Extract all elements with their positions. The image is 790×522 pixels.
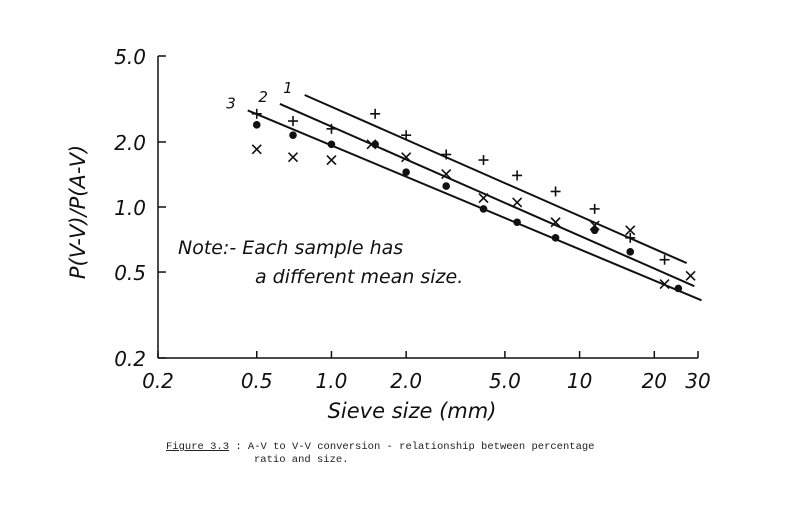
fit-line-label-3: 3 — [226, 94, 236, 112]
dot-marker — [590, 226, 599, 235]
plus-marker — [550, 186, 561, 197]
plus-marker — [251, 108, 262, 119]
cross-marker — [326, 154, 337, 166]
y-tick-label: 5.0 — [114, 45, 146, 69]
dot-marker — [442, 182, 450, 190]
x-tick-label: 0.2 — [142, 369, 174, 393]
x-tick-label: 10 — [567, 369, 592, 393]
x-tick-labels: 0.2 0.5 1.0 2.0 5.0 10 20 30 — [142, 369, 711, 393]
cross-marker — [685, 270, 696, 281]
plus-marker — [625, 232, 636, 243]
plus-marker — [512, 170, 523, 181]
x-axis-label: Sieve size (mm) — [328, 399, 497, 423]
y-tick-labels: 0.2 0.5 1.0 2.0 5.0 — [114, 45, 146, 371]
cross-marker — [441, 169, 452, 180]
x-tick-label: 1.0 — [316, 369, 348, 393]
cross-marker — [659, 278, 670, 290]
cross-marker-b — [287, 152, 299, 163]
chart: 0.2 0.5 1.0 2.0 5.0 0.2 0.5 1.0 2.0 5.0 10 20 30 12… — [66, 45, 711, 423]
cross-marker — [401, 152, 412, 163]
fit-line-label-2: 2 — [258, 88, 268, 106]
cross-marker-b — [401, 152, 412, 163]
note-annotation-line-1: Note:- Each sample has — [178, 237, 403, 259]
plus-marker — [370, 108, 381, 119]
fit-line-label-1: 1 — [283, 79, 293, 97]
dot-marker — [513, 218, 521, 227]
cross-marker-b — [478, 192, 489, 204]
plus-marker — [478, 155, 489, 166]
cross-marker-b — [625, 225, 636, 236]
plus-marker — [659, 254, 670, 265]
plus-marker — [326, 123, 337, 134]
cross-marker — [251, 144, 262, 155]
x-tick-label: 30 — [685, 369, 710, 393]
dot-marker — [327, 140, 336, 149]
dot-marker — [402, 168, 410, 176]
x-tick-label: 5.0 — [489, 369, 521, 393]
dot-marker — [289, 131, 297, 139]
y-axis-label: P(V-V)/P(A-V) — [66, 145, 90, 279]
dot-marker — [551, 234, 560, 242]
y-tick-label: 0.2 — [114, 347, 146, 371]
fit-line-1 — [304, 94, 688, 265]
cross-marker-b — [326, 154, 337, 166]
cross-marker-b — [550, 217, 561, 228]
cross-marker-b — [441, 169, 452, 180]
figure-caption: Figure 3.3 : A-V to V-V conversion - rel… — [166, 441, 686, 467]
cross-marker-b — [251, 144, 262, 155]
cross-marker — [478, 192, 489, 204]
dot-marker — [674, 284, 683, 293]
x-tick-label: 0.5 — [241, 369, 273, 393]
caption-text: : A-V to V-V conversion - relationship b… — [229, 441, 595, 453]
dot-marker — [252, 121, 261, 129]
y-tick-label: 1.0 — [114, 196, 146, 220]
plus-marker — [288, 116, 299, 127]
plus-marker — [589, 203, 600, 214]
note-annotation-line-2: a different mean size. — [255, 266, 463, 288]
cross-marker — [625, 225, 636, 236]
dot-marker — [371, 140, 379, 149]
data-points — [251, 108, 696, 293]
plot-axes — [157, 55, 699, 359]
fit-line-3 — [247, 109, 702, 302]
x-tick-label: 2.0 — [390, 369, 422, 393]
y-tick-label: 0.5 — [114, 261, 146, 285]
caption-continuation: ratio and size. — [254, 454, 349, 466]
cross-marker — [287, 152, 299, 163]
cross-marker — [550, 217, 561, 228]
plus-marker — [401, 130, 412, 141]
dot-marker — [626, 248, 635, 256]
cross-marker — [512, 197, 523, 208]
figure-label: Figure 3.3 — [166, 441, 230, 453]
x-tick-label: 20 — [642, 369, 667, 393]
dot-marker — [479, 205, 488, 213]
cross-marker-b — [659, 278, 670, 290]
y-tick-label: 2.0 — [114, 131, 146, 155]
cross-marker-b — [685, 270, 696, 281]
cross-marker-b — [512, 197, 523, 208]
plus-marker — [441, 149, 452, 160]
